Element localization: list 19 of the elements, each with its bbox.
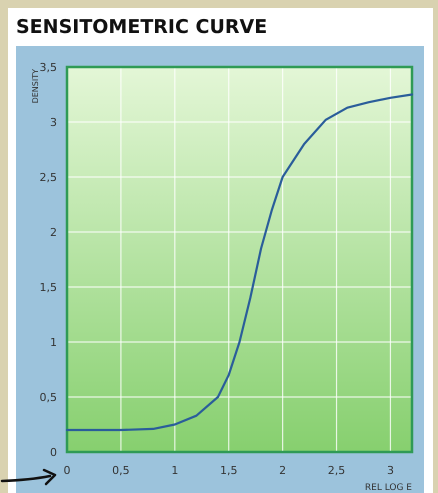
y-tick-label: 0 [50,446,57,459]
y-tick-label: 3,5 [40,61,57,74]
y-tick-label: 1,5 [40,281,57,294]
y-tick-label: 2 [50,226,57,239]
x-axis-title: REL LOG E [364,483,412,493]
x-tick-label: 0 [64,464,70,477]
x-tick-label: 2 [279,464,286,477]
x-tick-label: 0,5 [112,464,130,477]
x-tick-label: 3 [386,464,394,477]
y-tick-label: 3 [50,116,57,129]
y-tick-label: 0,5 [40,391,57,404]
chart-title: SENSITOMETRIC CURVE [16,16,268,38]
line-series [66,93,414,432]
x-tick-label: 1,5 [220,464,238,477]
y-tick-label: 2,5 [40,171,57,184]
y-axis-title: DENSITY [31,68,40,104]
y-tick-label: 1 [50,336,57,349]
x-tick-label: 2,5 [328,464,346,477]
x-tick-label: 1 [171,464,178,477]
